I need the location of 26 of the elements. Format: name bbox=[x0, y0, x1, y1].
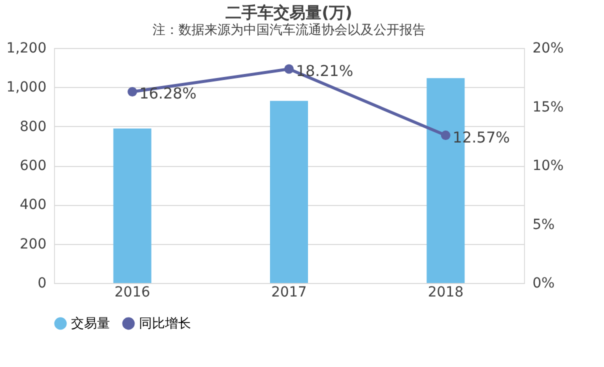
bar bbox=[270, 100, 308, 283]
y-tick-label: 600 bbox=[20, 158, 46, 174]
data-label: 16.28% bbox=[139, 84, 197, 103]
y-tick-label: 1,000 bbox=[6, 80, 46, 96]
y2-tick-label: 20% bbox=[532, 40, 564, 56]
y2-tick-label: 10% bbox=[532, 158, 564, 174]
legend-label: 同比增长 bbox=[139, 316, 191, 332]
y2-tick-label: 5% bbox=[532, 216, 555, 233]
x-tick-label: 2018 bbox=[428, 284, 464, 300]
point bbox=[440, 130, 450, 140]
point bbox=[284, 64, 294, 74]
y-tick-label: 400 bbox=[20, 197, 46, 214]
bar bbox=[113, 128, 152, 283]
x-tick-label: 2017 bbox=[271, 284, 307, 300]
x-tick-label: 2016 bbox=[114, 284, 150, 300]
chart-title: 二手车交易量(万) bbox=[226, 3, 352, 22]
y2-tick-label: 15% bbox=[532, 99, 564, 116]
data-label: 18.21% bbox=[296, 62, 354, 80]
y2-tick-label: 0% bbox=[532, 276, 555, 292]
y-tick-label: 1,200 bbox=[6, 40, 46, 56]
y-tick-label: 800 bbox=[20, 118, 46, 135]
text: 注：数据来源为中国汽车流通协会以及公开报告 bbox=[152, 22, 426, 38]
point bbox=[128, 86, 138, 96]
y-tick-label: 200 bbox=[20, 236, 46, 252]
y-tick-label: 0 bbox=[38, 276, 46, 292]
legend-label: 交易量 bbox=[71, 316, 110, 332]
